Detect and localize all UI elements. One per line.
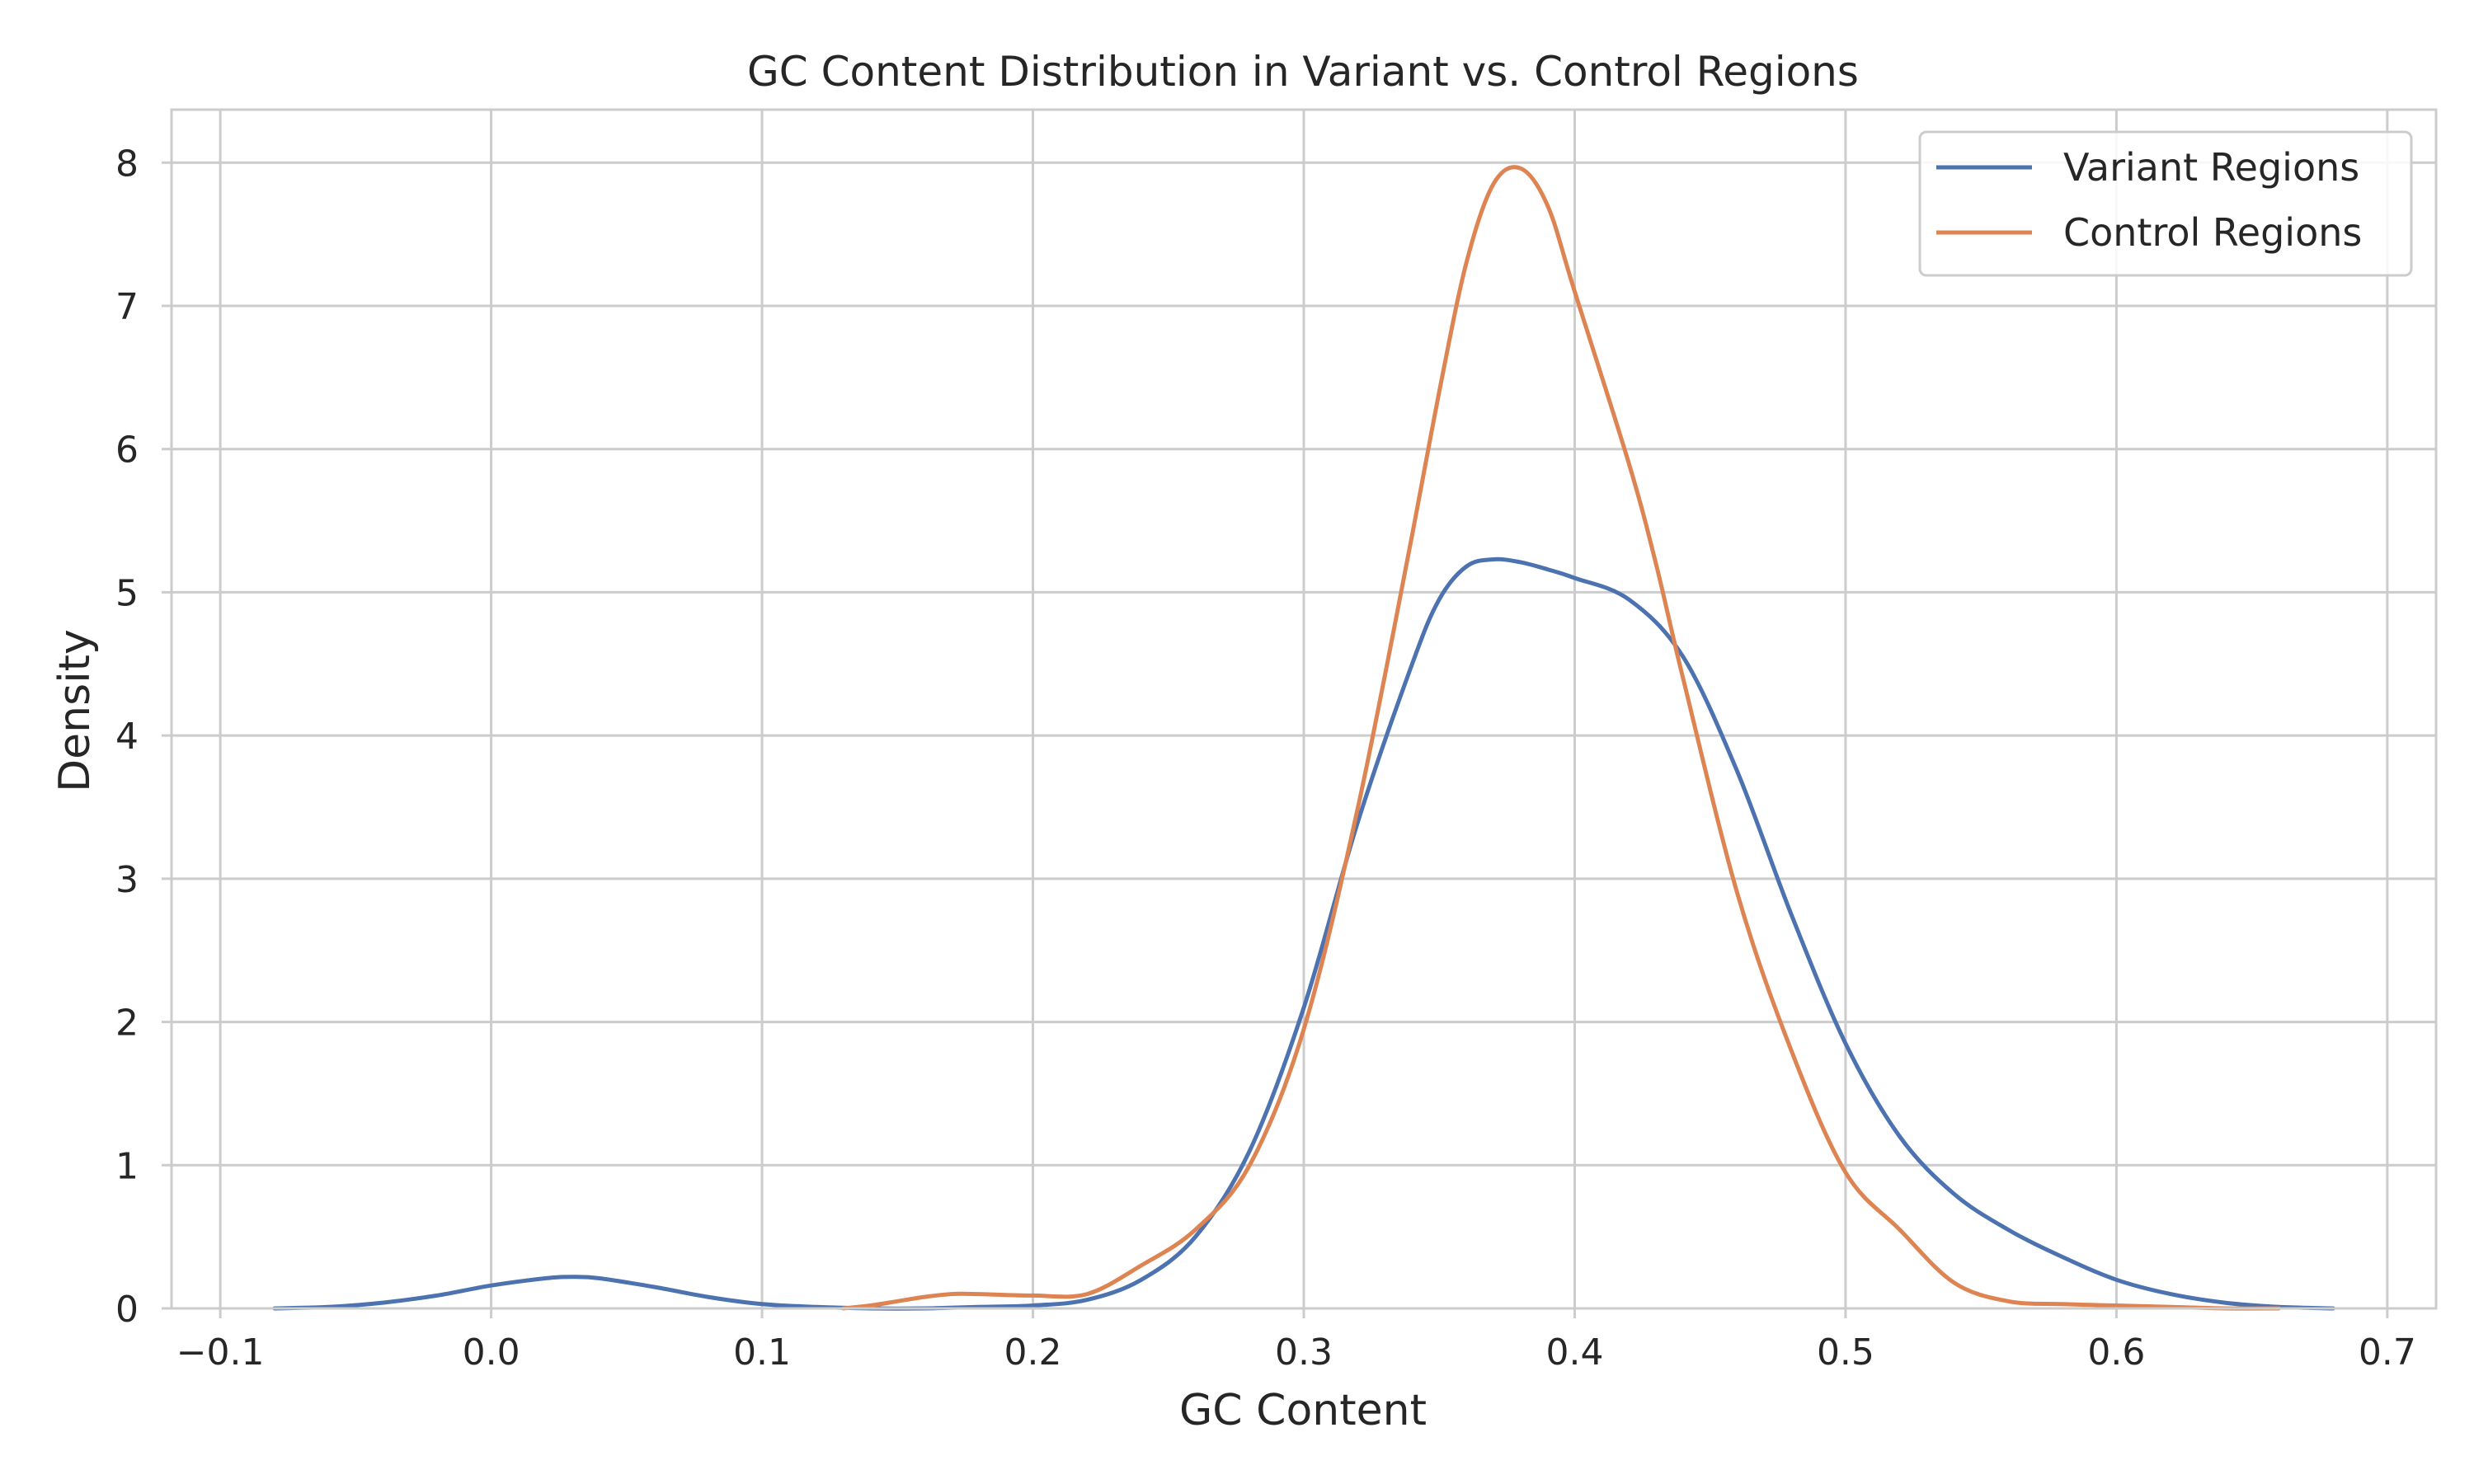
y-tick-label: 7 <box>115 286 139 328</box>
y-tick-label: 2 <box>115 1003 139 1045</box>
y-tick-label: 4 <box>115 716 139 758</box>
y-tick-label: 3 <box>115 859 139 901</box>
x-tick-label: 0.2 <box>1004 1331 1062 1374</box>
x-tick-label: 0.1 <box>733 1331 791 1374</box>
x-tick-label: 0.5 <box>1817 1331 1874 1374</box>
legend-label-variant-regions: Variant Regions <box>2063 145 2359 190</box>
x-tick-label: −0.1 <box>176 1331 265 1374</box>
legend-box <box>1918 130 2413 277</box>
legend: Variant Regions Control Regions <box>1918 130 2413 277</box>
series-line-variant-regions <box>272 556 2335 1311</box>
y-tick-label: 1 <box>115 1145 139 1187</box>
series-lines <box>272 165 2335 1311</box>
y-tick-label: 8 <box>115 143 139 185</box>
series-line-control-regions <box>841 165 2281 1311</box>
x-tick-label: 0.6 <box>2087 1331 2145 1374</box>
y-axis-label: Density <box>50 629 100 792</box>
x-axis-label: GC Content <box>1179 1386 1427 1435</box>
y-tick-label: 6 <box>115 430 139 472</box>
y-tick-label: 0 <box>115 1289 139 1331</box>
y-tick-label: 5 <box>115 572 139 614</box>
x-tick-label: 0.4 <box>1545 1331 1603 1374</box>
legend-label-control-regions: Control Regions <box>2063 210 2362 255</box>
x-tick-label: 0.7 <box>2359 1331 2416 1374</box>
chart-title: GC Content Distribution in Variant vs. C… <box>747 48 1859 96</box>
x-tick-label: 0.3 <box>1275 1331 1333 1374</box>
axis-ticks: −0.1 0.0 0.1 0.2 0.3 0.4 0.5 0.6 0.7 0 1 2 3 4 5 6 7 8 <box>115 143 2416 1374</box>
x-tick-label: 0.0 <box>463 1331 520 1374</box>
